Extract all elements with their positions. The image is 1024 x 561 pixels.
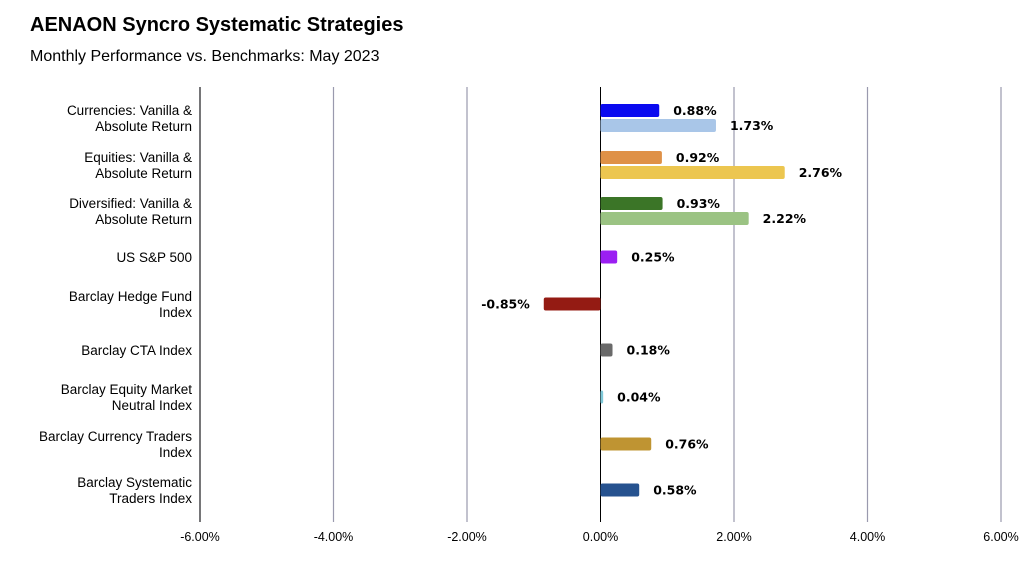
bar bbox=[600, 104, 660, 117]
data-label: 0.92% bbox=[676, 150, 720, 165]
x-tick-label: -4.00% bbox=[314, 530, 354, 544]
bar bbox=[600, 212, 749, 225]
category-label: Neutral Index bbox=[112, 398, 193, 413]
bar bbox=[600, 250, 618, 264]
data-label: 0.88% bbox=[673, 103, 717, 118]
x-tick-label: 0.00% bbox=[583, 530, 618, 544]
category-label: Absolute Return bbox=[95, 212, 192, 227]
bar bbox=[543, 297, 601, 311]
bar bbox=[600, 483, 640, 497]
data-label: 2.76% bbox=[799, 165, 843, 180]
x-tick-label: -2.00% bbox=[447, 530, 487, 544]
data-label: 2.22% bbox=[763, 211, 807, 226]
category-label: Barclay CTA Index bbox=[81, 343, 192, 358]
data-label: 0.58% bbox=[653, 483, 697, 498]
category-label: Absolute Return bbox=[95, 119, 192, 134]
category-label: Index bbox=[159, 445, 192, 460]
category-label: Equities: Vanilla & bbox=[84, 150, 192, 165]
chart-subtitle: Monthly Performance vs. Benchmarks: May … bbox=[30, 48, 380, 65]
category-label: Barclay Currency Traders bbox=[39, 429, 192, 444]
category-label: Barclay Equity Market bbox=[61, 382, 193, 397]
data-label: 0.18% bbox=[627, 343, 671, 358]
data-label: 0.76% bbox=[665, 437, 709, 452]
x-tick-label: -6.00% bbox=[180, 530, 220, 544]
bar bbox=[600, 151, 662, 164]
category-label: Barclay Hedge Fund bbox=[69, 289, 192, 304]
bar bbox=[600, 390, 604, 404]
bar bbox=[600, 197, 663, 210]
category-label: Currencies: Vanilla & bbox=[67, 103, 192, 118]
data-label: -0.85% bbox=[481, 297, 530, 312]
data-label: 0.93% bbox=[677, 196, 721, 211]
bar bbox=[600, 437, 652, 451]
category-label: Barclay Systematic bbox=[77, 475, 192, 490]
bar bbox=[600, 343, 613, 357]
bar bbox=[600, 119, 716, 132]
category-label: Diversified: Vanilla & bbox=[69, 196, 192, 211]
category-label: Index bbox=[159, 305, 192, 320]
x-tick-label: 2.00% bbox=[716, 530, 751, 544]
category-label: US S&P 500 bbox=[116, 250, 192, 265]
category-label: Absolute Return bbox=[95, 166, 192, 181]
bar bbox=[600, 166, 785, 179]
x-tick-label: 6.00% bbox=[983, 530, 1018, 544]
chart-title: AENAON Syncro Systematic Strategies bbox=[30, 14, 404, 36]
data-label: 0.25% bbox=[631, 250, 675, 265]
data-label: 0.04% bbox=[617, 390, 661, 405]
data-label: 1.73% bbox=[730, 118, 774, 133]
x-tick-label: 4.00% bbox=[850, 530, 885, 544]
category-label: Traders Index bbox=[109, 491, 192, 506]
